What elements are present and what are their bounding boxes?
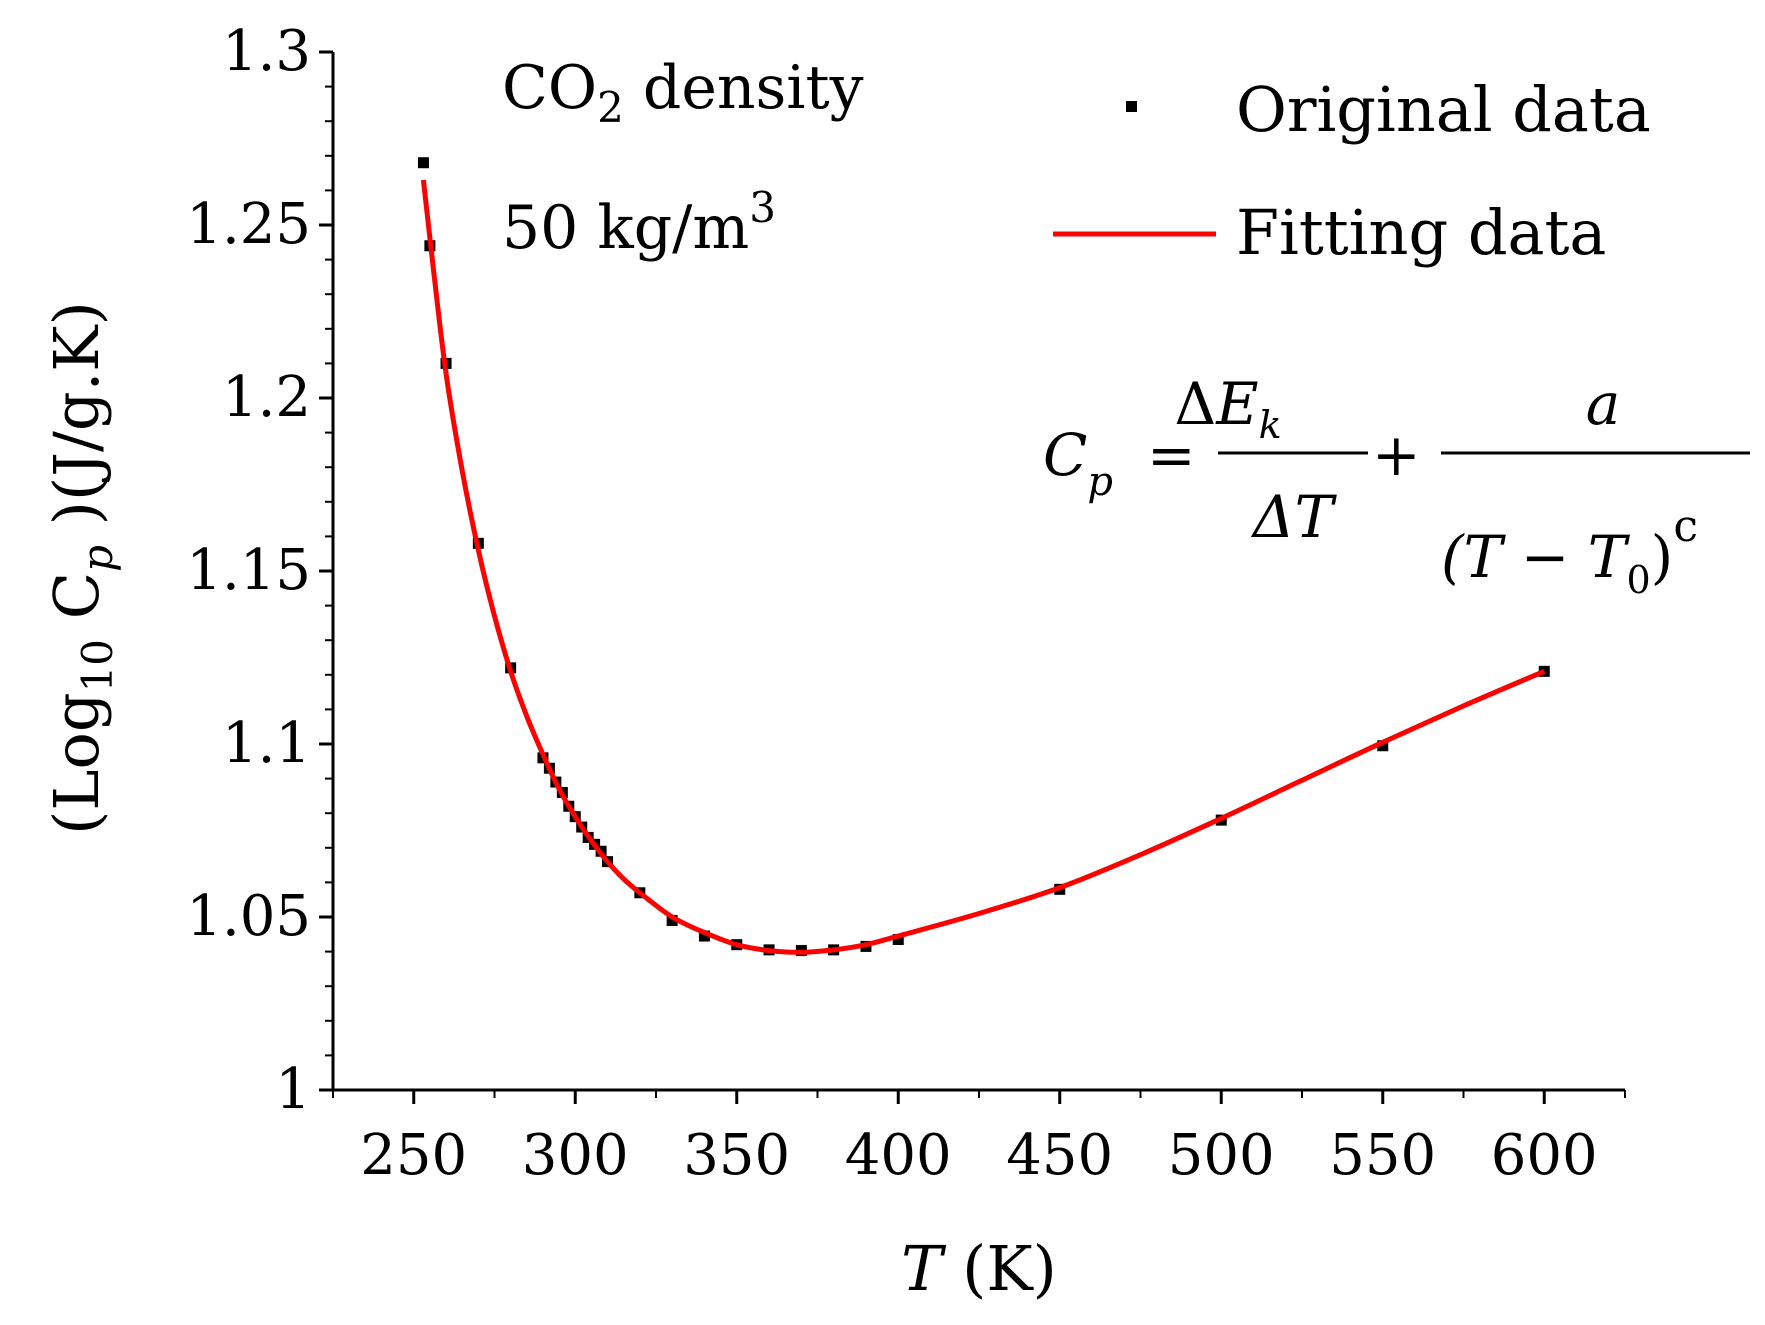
- data-point: [892, 933, 904, 945]
- fitting-curve: [420, 179, 1546, 955]
- formula-lhs-c: C: [1043, 421, 1087, 489]
- formula-den2: (T − T0)c: [1441, 501, 1698, 602]
- formula-lhs: Cp: [1043, 421, 1113, 505]
- legend-marker-original: [1126, 101, 1137, 112]
- formula-lhs-p: p: [1087, 459, 1113, 505]
- formula-num1-e: E: [1215, 370, 1258, 438]
- x-tick-label: 300: [522, 1123, 629, 1188]
- density-annotation: CO2 density 50 kg/m3: [502, 53, 864, 263]
- annotation-line2: 50 kg/m3: [502, 183, 776, 263]
- formula-equals: =: [1147, 421, 1196, 489]
- formula-den2-exp: c: [1673, 501, 1698, 552]
- legend: Original data Fitting data: [1053, 73, 1651, 269]
- annotation-co-sub: 2: [597, 83, 624, 132]
- x-axis-title-unit: (K): [942, 1232, 1056, 1305]
- x-tick-label: 400: [845, 1123, 952, 1188]
- y-tick-labels: 1 1.05 1.1 1.15 1.2 1.25 1.3: [186, 19, 311, 1122]
- formula-num1: ΔEk: [1174, 370, 1281, 447]
- formula-den2-close: ): [1651, 523, 1674, 591]
- y-axis-title-open: (Log: [40, 692, 113, 834]
- x-tick-label: 500: [1168, 1123, 1275, 1188]
- x-axis-title-var: T: [901, 1232, 947, 1305]
- y-axis-title-c: C: [40, 572, 113, 639]
- formula-num1-k: k: [1259, 403, 1282, 447]
- data-point: [1377, 740, 1389, 752]
- y-tick-label: 1: [275, 1057, 311, 1122]
- y-axis-title: (Log10 Cp )(J/g.K): [40, 301, 122, 835]
- x-tick-label: 250: [360, 1123, 467, 1188]
- annotation-co: CO: [502, 53, 597, 123]
- x-tick-label: 550: [1329, 1123, 1436, 1188]
- legend-label-fitting: Fitting data: [1236, 196, 1606, 269]
- x-tick-label: 450: [1006, 1123, 1113, 1188]
- y-ticks: [319, 50, 333, 1092]
- y-axis-title-sub10: 10: [73, 639, 122, 692]
- y-axis-title-p: p: [73, 545, 122, 572]
- x-tick-label: 600: [1491, 1123, 1598, 1188]
- annotation-value: 50 kg/m: [502, 193, 749, 263]
- annotation-density: density: [624, 53, 864, 123]
- y-minor-ticks: [325, 85, 333, 1057]
- x-minor-ticks: [332, 1090, 1626, 1098]
- x-ticks: [412, 1090, 1546, 1104]
- fitting-curve-group: [420, 179, 1546, 955]
- formula-den2-open: (T − T: [1441, 523, 1631, 591]
- formula-num1-delta: Δ: [1174, 370, 1216, 438]
- formula-num2: a: [1586, 370, 1621, 438]
- annotation-line1: CO2 density: [502, 53, 864, 132]
- y-tick-label: 1.3: [222, 19, 311, 84]
- data-point: [698, 930, 710, 942]
- y-tick-label: 1.1: [222, 711, 311, 776]
- fit-formula: Cp = ΔEk ΔT + a (T − T0)c: [1043, 370, 1750, 602]
- formula-den2-zero: 0: [1626, 558, 1650, 602]
- data-point: [666, 914, 678, 926]
- x-tick-labels: 250 300 350 400 450 500 550 600: [360, 1123, 1597, 1188]
- data-point: [417, 157, 429, 169]
- y-tick-label: 1.05: [186, 884, 311, 949]
- annotation-value-sup: 3: [749, 183, 776, 232]
- x-tick-label: 350: [683, 1123, 790, 1188]
- y-tick-label: 1.15: [186, 538, 311, 603]
- legend-label-original: Original data: [1236, 73, 1651, 146]
- formula-plus: +: [1372, 421, 1421, 489]
- y-tick-label: 1.25: [186, 192, 311, 257]
- x-axis-title: T (K): [901, 1232, 1057, 1305]
- y-tick-label: 1.2: [222, 365, 311, 430]
- y-axis-title-rest: )(J/g.K): [40, 301, 113, 545]
- formula-den1: ΔT: [1251, 483, 1338, 551]
